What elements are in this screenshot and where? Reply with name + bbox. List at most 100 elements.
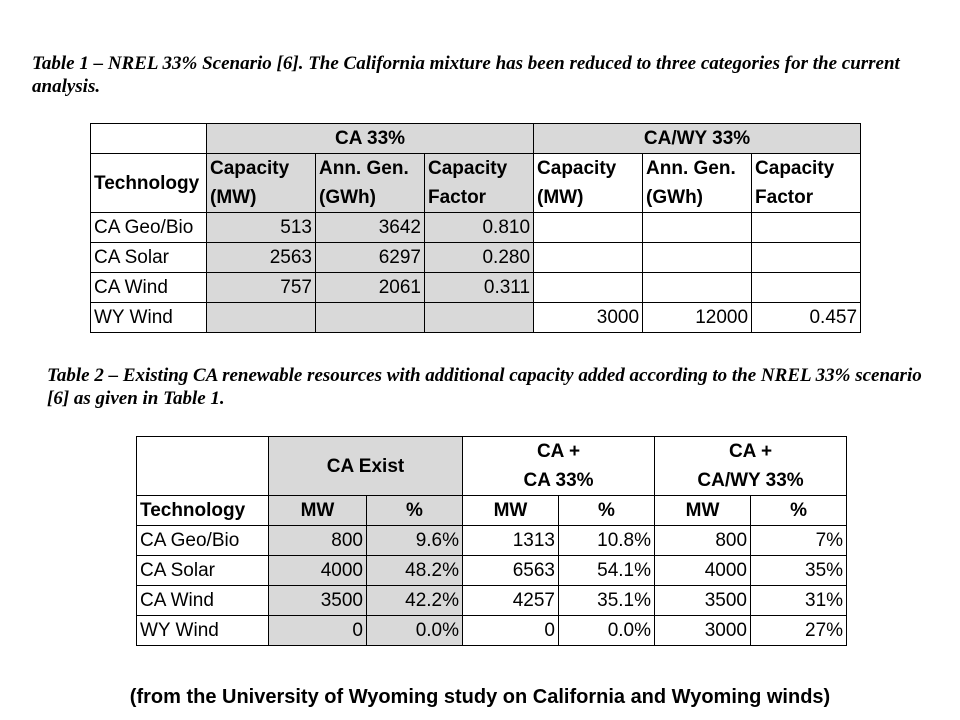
header-line-2: (MW) <box>537 187 584 208</box>
header-line-2: (GWh) <box>319 187 376 208</box>
header-line-1: Capacity <box>428 158 508 179</box>
table2-group-ca-exist: CA Exist <box>268 436 463 496</box>
table2-header-exist-mw: MW <box>268 495 367 526</box>
ca33-pct-cell: 10.8% <box>557 525 656 556</box>
ca-anngen-cell: 2061 <box>315 272 425 303</box>
table-row: CA Solar 4000 48.2% 6563 54.1% 4000 35% <box>136 555 848 586</box>
ca-anngen-cell: 3642 <box>315 212 425 243</box>
group-line-2: CA/WY 33% <box>697 470 804 491</box>
row-technology: CA Solar <box>136 555 269 586</box>
ca-anngen-cell: 6297 <box>315 242 425 273</box>
source-footer: (from the University of Wyoming study on… <box>129 686 831 708</box>
ca-anngen-cell <box>315 302 425 333</box>
row-technology: WY Wind <box>90 302 207 333</box>
table1-group-cawy33: CA/WY 33% <box>533 123 862 154</box>
table2-group-ca-plus-ca33: CA + CA 33% <box>461 436 656 496</box>
table2-header-cawy-pct: % <box>750 495 848 526</box>
table1-group-ca33: CA 33% <box>205 123 535 154</box>
table1-caption: Table 1 – NREL 33% Scenario [6]. The Cal… <box>32 53 900 97</box>
ca33-pct-cell: 54.1% <box>557 555 656 586</box>
table-row: WY Wind 3000 12000 0.457 <box>90 302 862 333</box>
cawy-mw-cell: 3000 <box>654 615 752 646</box>
table2-header-technology: Technology <box>136 495 269 526</box>
ca33-pct-cell: 35.1% <box>557 585 656 616</box>
exist-pct-cell: 0.0% <box>366 615 463 646</box>
header-line-1: Capacity <box>210 158 290 179</box>
group-line-1: CA + <box>728 441 773 462</box>
table1-group-header-row: CA 33% CA/WY 33% <box>90 123 862 154</box>
table2-column-header-row: Technology MW % MW % MW % <box>136 495 848 526</box>
exist-pct-cell: 48.2% <box>366 555 463 586</box>
row-technology: CA Solar <box>90 242 207 273</box>
table1-header-ca-anngen: Ann. Gen. (GWh) <box>315 153 425 213</box>
cawy-mw-cell: 3500 <box>654 585 752 616</box>
header-line-1: Capacity <box>755 158 835 179</box>
row-technology: CA Wind <box>90 272 207 303</box>
exist-mw-cell: 0 <box>268 615 367 646</box>
group-line-1: CA + <box>536 441 581 462</box>
cawy-mw-cell: 4000 <box>654 555 752 586</box>
wy-anngen-cell <box>642 242 753 273</box>
table2-caption: Table 2 – Existing CA renewable resource… <box>47 365 922 409</box>
table2-group-ca-plus-cawy33: CA + CA/WY 33% <box>654 436 848 496</box>
table-row: CA Wind 3500 42.2% 4257 35.1% 3500 31% <box>136 585 848 616</box>
header-line-1: Ann. Gen. <box>646 158 736 179</box>
header-line-2: Factor <box>755 187 814 208</box>
exist-pct-cell: 9.6% <box>366 525 463 556</box>
exist-mw-cell: 800 <box>268 525 367 556</box>
table1-header-wy-anngen: Ann. Gen. (GWh) <box>642 153 753 213</box>
exist-mw-cell: 3500 <box>268 585 367 616</box>
group-line-2: CA 33% <box>523 470 594 491</box>
table2-header-cawy-mw: MW <box>654 495 752 526</box>
table1-corner-cell <box>90 123 207 154</box>
header-line-1: Ann. Gen. <box>319 158 409 179</box>
table1-header-wy-capfactor: Capacity Factor <box>751 153 862 213</box>
wy-capfactor-cell <box>751 272 862 303</box>
header-line-2: (GWh) <box>646 187 704 208</box>
row-technology: CA Geo/Bio <box>90 212 207 243</box>
row-technology: CA Geo/Bio <box>136 525 269 556</box>
wy-capacity-cell <box>533 272 644 303</box>
table-row: CA Geo/Bio 513 3642 0.810 <box>90 212 862 243</box>
table2-header-ca33-pct: % <box>557 495 656 526</box>
wy-anngen-cell <box>642 272 753 303</box>
ca33-mw-cell: 0 <box>462 615 559 646</box>
wy-capfactor-cell: 0.457 <box>751 302 862 333</box>
table2-corner-cell <box>136 436 269 496</box>
table-row: CA Solar 2563 6297 0.280 <box>90 242 862 273</box>
table2-existing-resources: CA Exist CA + CA 33% CA + CA/WY 33% Tech… <box>136 436 848 646</box>
ca-capacity-cell: 2563 <box>206 242 316 273</box>
table2-header-exist-pct: % <box>366 495 463 526</box>
wy-capacity-cell <box>533 212 644 243</box>
ca-capacity-cell <box>206 302 316 333</box>
wy-anngen-cell <box>642 212 753 243</box>
wy-capacity-cell <box>533 242 644 273</box>
ca33-mw-cell: 4257 <box>462 585 559 616</box>
exist-pct-cell: 42.2% <box>366 585 463 616</box>
ca33-pct-cell: 0.0% <box>557 615 656 646</box>
cawy-pct-cell: 7% <box>750 525 848 556</box>
ca-capfactor-cell: 0.311 <box>423 272 535 303</box>
table-row: CA Geo/Bio 800 9.6% 1313 10.8% 800 7% <box>136 525 848 556</box>
ca-capacity-cell: 513 <box>206 212 316 243</box>
wy-capacity-cell: 3000 <box>533 302 644 333</box>
table1-header-ca-capfactor: Capacity Factor <box>423 153 535 213</box>
row-technology: CA Wind <box>136 585 269 616</box>
header-line-2: (MW) <box>210 187 257 208</box>
table1-header-ca-capacity: Capacity (MW) <box>206 153 316 213</box>
table-row: CA Wind 757 2061 0.311 <box>90 272 862 303</box>
header-line-2: Factor <box>428 187 487 208</box>
table1-column-header-row: Technology Capacity (MW) Ann. Gen. (GWh)… <box>90 153 862 213</box>
table2-header-ca33-mw: MW <box>462 495 559 526</box>
table1-nrel-scenario: CA 33% CA/WY 33% Technology Capacity (MW… <box>90 123 862 333</box>
table1-header-wy-capacity: Capacity (MW) <box>533 153 644 213</box>
wy-capfactor-cell <box>751 212 862 243</box>
cawy-pct-cell: 27% <box>750 615 848 646</box>
table2-group-header-row: CA Exist CA + CA 33% CA + CA/WY 33% <box>136 436 848 496</box>
ca-capfactor-cell: 0.280 <box>423 242 535 273</box>
cawy-mw-cell: 800 <box>654 525 752 556</box>
wy-capfactor-cell <box>751 242 862 273</box>
cawy-pct-cell: 31% <box>750 585 848 616</box>
table1-header-technology: Technology <box>90 153 207 213</box>
exist-mw-cell: 4000 <box>268 555 367 586</box>
